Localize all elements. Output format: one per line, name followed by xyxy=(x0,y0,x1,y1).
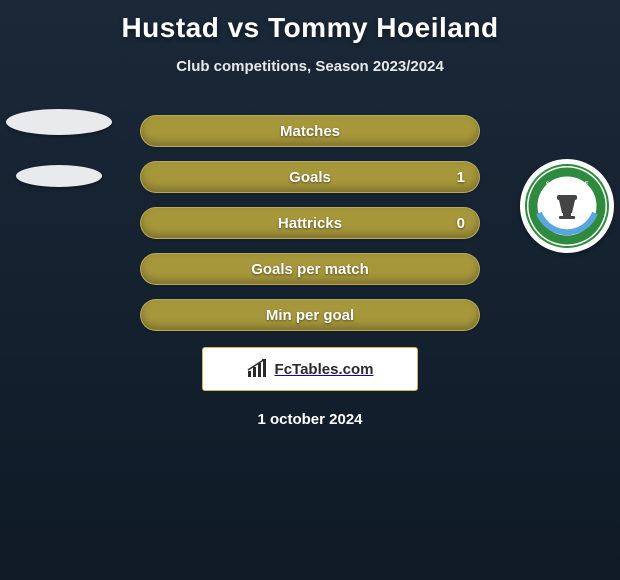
stat-value-right: 1 xyxy=(457,162,465,194)
club-crest-icon: SANDNES ULF xyxy=(524,163,610,249)
stat-row-min-per-goal: Min per goal xyxy=(140,299,480,331)
stat-label: Matches xyxy=(280,123,340,140)
generated-date: 1 october 2024 xyxy=(0,411,620,428)
fctables-link[interactable]: FcTables.com xyxy=(202,347,418,391)
left-ellipse-large xyxy=(6,109,112,135)
comparison-area: Matches Goals 1 Hattricks 0 Goals per ma… xyxy=(0,115,620,465)
page-title: Hustad vs Tommy Hoeiland xyxy=(0,0,620,44)
page-subtitle: Club competitions, Season 2023/2024 xyxy=(0,58,620,75)
svg-text:SANDNES ULF: SANDNES ULF xyxy=(546,182,589,188)
stat-row-goals-per-match: Goals per match xyxy=(140,253,480,285)
stat-label: Goals xyxy=(289,169,331,186)
stat-row-goals: Goals 1 xyxy=(140,161,480,193)
stat-row-hattricks: Hattricks 0 xyxy=(140,207,480,239)
stat-label: Min per goal xyxy=(266,307,354,324)
bars-chart-icon xyxy=(247,359,269,379)
stat-value-right: 0 xyxy=(457,208,465,240)
left-player-shapes xyxy=(6,109,112,187)
stat-label: Hattricks xyxy=(278,215,342,232)
stat-row-matches: Matches xyxy=(140,115,480,147)
fctables-label: FcTables.com xyxy=(275,361,374,378)
stat-label: Goals per match xyxy=(251,261,369,278)
team-badge-right: SANDNES ULF xyxy=(520,159,614,253)
left-ellipse-small xyxy=(16,165,102,187)
